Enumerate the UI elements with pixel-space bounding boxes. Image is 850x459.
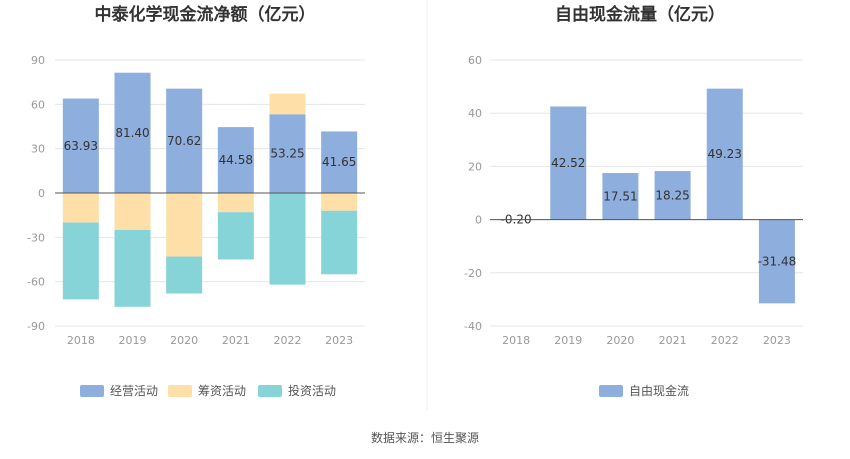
right-x-tick-label: 2021 xyxy=(659,334,687,347)
left-bar-0-2023 xyxy=(321,131,358,193)
right-bar-2019 xyxy=(550,106,587,220)
left-x-tick-label: 2022 xyxy=(274,334,302,347)
left-y-tick-label: 90 xyxy=(31,54,45,67)
left-x-tick-label: 2020 xyxy=(170,334,198,347)
legend-label-fcf[interactable]: 自由现金流 xyxy=(629,383,689,398)
right-y-tick-label: -40 xyxy=(464,320,482,333)
right-y-tick-label: 0 xyxy=(475,214,482,227)
right-data-label: 49.23 xyxy=(708,147,742,161)
left-bar-1-2018 xyxy=(62,193,99,223)
left-chart-plot: 90 60 30 0 -30 -60 -90 63.93 2018 81.40 2019 70.62 2… xyxy=(27,54,365,347)
legend-label-0[interactable]: 经营活动 xyxy=(110,384,158,398)
left-bar-0-2020 xyxy=(166,88,203,193)
right-data-label: 42.52 xyxy=(551,156,585,170)
right-chart-legend: 自由现金流 xyxy=(599,383,689,398)
legend-label-2[interactable]: 投资活动 xyxy=(288,383,336,398)
left-bar-1-2023 xyxy=(321,193,358,211)
right-bar-2020 xyxy=(602,173,639,220)
left-data-label: 81.40 xyxy=(115,126,149,140)
legend-swatch-1 xyxy=(168,385,192,397)
left-y-tick-label: 30 xyxy=(31,143,45,156)
right-bar-2023 xyxy=(758,219,795,304)
right-x-tick-label: 2023 xyxy=(763,334,791,347)
left-bar-0-2021 xyxy=(217,127,254,193)
left-x-tick-label: 2019 xyxy=(119,334,147,347)
right-y-tick-label: -20 xyxy=(464,267,482,280)
right-data-label: 18.25 xyxy=(655,188,689,202)
left-bar-0-2018 xyxy=(62,98,99,193)
right-data-label: 17.51 xyxy=(603,189,637,203)
right-x-tick-label: 2018 xyxy=(502,334,530,347)
right-bar-2022 xyxy=(706,88,743,220)
left-bar-2-2020 xyxy=(166,256,203,294)
left-y-tick-label: -60 xyxy=(27,276,45,289)
left-x-tick-label: 2018 xyxy=(67,334,95,347)
left-y-tick-label: 60 xyxy=(31,98,45,111)
right-bar-2021 xyxy=(654,171,691,220)
right-chart-plot: 6040200-20-40-0.20201842.52201917.512020… xyxy=(464,54,803,347)
left-x-tick-label: 2021 xyxy=(222,334,250,347)
left-data-label: 70.62 xyxy=(167,134,201,148)
left-bar-1-2020 xyxy=(166,193,203,257)
right-y-tick-label: 60 xyxy=(468,54,482,67)
left-bar-0-2022 xyxy=(269,114,306,193)
legend-label-1[interactable]: 筹资活动 xyxy=(198,384,246,398)
left-y-tick-label: -30 xyxy=(27,231,45,244)
right-y-tick-label: 40 xyxy=(468,107,482,120)
left-data-label: 44.58 xyxy=(219,153,253,167)
left-data-label: 53.25 xyxy=(270,147,304,161)
left-data-label: 63.93 xyxy=(64,139,98,153)
right-chart-title: 自由现金流量（亿元） xyxy=(555,4,725,25)
left-bar-0-2019 xyxy=(114,72,151,193)
left-y-tick-label: 0 xyxy=(38,187,45,200)
legend-swatch-0 xyxy=(80,385,104,397)
left-bar-2-2021 xyxy=(217,212,254,260)
right-y-tick-label: 20 xyxy=(468,160,482,173)
right-x-tick-label: 2019 xyxy=(554,334,582,347)
right-x-tick-label: 2020 xyxy=(606,334,634,347)
left-bar-2-2023 xyxy=(321,210,358,275)
left-bar-2-2018 xyxy=(62,222,99,300)
legend-swatch-2 xyxy=(258,385,282,397)
left-bar-1-2019 xyxy=(114,193,151,230)
left-data-label: 41.65 xyxy=(322,155,356,169)
left-chart-legend: 经营活动 筹资活动 投资活动 xyxy=(80,383,336,398)
left-bar-1-2022 xyxy=(269,93,306,115)
left-y-tick-label: -90 xyxy=(27,320,45,333)
left-chart-title: 中泰化学现金流净额（亿元） xyxy=(95,4,316,25)
right-x-tick-label: 2022 xyxy=(711,334,739,347)
left-bar-2-2022 xyxy=(269,193,306,285)
data-source-note: 数据来源：恒生聚源 xyxy=(371,430,479,445)
legend-swatch-fcf xyxy=(599,385,623,397)
left-x-tick-label: 2023 xyxy=(325,334,353,347)
left-bar-1-2021 xyxy=(217,193,254,213)
left-bar-2-2019 xyxy=(114,229,151,307)
right-data-label: -31.48 xyxy=(758,254,797,268)
